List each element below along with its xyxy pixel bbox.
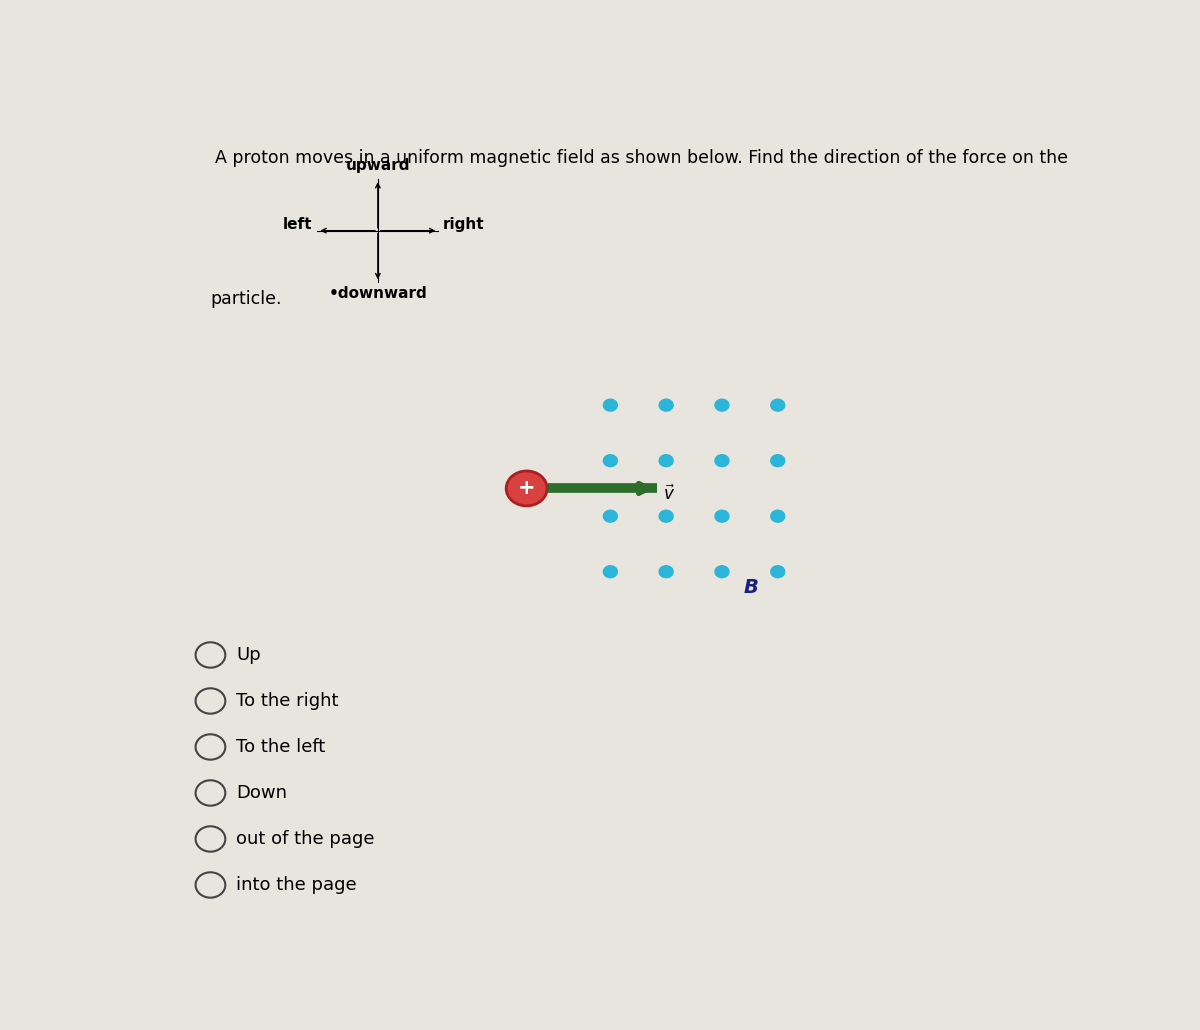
Circle shape xyxy=(659,510,673,522)
Text: To the left: To the left xyxy=(236,737,325,756)
Circle shape xyxy=(604,454,617,467)
Text: right: right xyxy=(443,217,485,232)
Circle shape xyxy=(604,565,617,578)
Circle shape xyxy=(659,400,673,411)
Circle shape xyxy=(715,565,728,578)
Circle shape xyxy=(770,565,785,578)
Circle shape xyxy=(715,400,728,411)
Circle shape xyxy=(770,400,785,411)
Text: upward: upward xyxy=(346,158,410,173)
Text: left: left xyxy=(283,217,313,232)
Text: +: + xyxy=(518,478,535,499)
Text: particle.: particle. xyxy=(210,290,282,308)
Circle shape xyxy=(604,400,617,411)
Circle shape xyxy=(715,454,728,467)
Circle shape xyxy=(604,510,617,522)
Text: •downward: •downward xyxy=(329,286,427,301)
Circle shape xyxy=(659,454,673,467)
Text: Up: Up xyxy=(236,646,262,664)
Circle shape xyxy=(659,565,673,578)
Text: into the page: into the page xyxy=(236,876,358,894)
Text: B: B xyxy=(743,578,758,597)
Text: $\vec{v}$: $\vec{v}$ xyxy=(664,484,676,504)
Circle shape xyxy=(770,454,785,467)
Circle shape xyxy=(715,510,728,522)
Text: A proton moves in a uniform magnetic field as shown below. Find the direction of: A proton moves in a uniform magnetic fie… xyxy=(215,149,1068,167)
Circle shape xyxy=(770,510,785,522)
Text: To the right: To the right xyxy=(236,692,338,710)
Text: Down: Down xyxy=(236,784,288,802)
Text: out of the page: out of the page xyxy=(236,830,374,848)
Circle shape xyxy=(506,471,547,506)
